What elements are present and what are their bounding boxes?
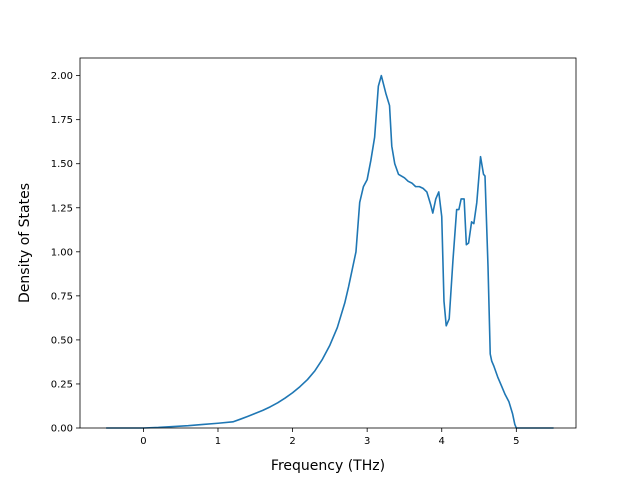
y-tick-label: 0.75 — [51, 291, 73, 302]
y-axis-label: Density of States — [17, 183, 33, 303]
x-tick-label: 4 — [439, 436, 445, 447]
y-tick-label: 1.75 — [51, 115, 73, 126]
plot-area — [80, 58, 576, 428]
y-tick-label: 0.50 — [51, 335, 73, 346]
y-tick-label: 0.25 — [51, 379, 73, 390]
axes-frame — [79, 57, 577, 429]
x-axis-label: Frequency (THz) — [271, 458, 385, 474]
y-tick-label: 1.00 — [51, 247, 73, 258]
x-tick-label: 5 — [513, 436, 519, 447]
x-tick-label: 2 — [289, 436, 295, 447]
x-tick-label: 0 — [140, 436, 146, 447]
ticks-layer: 0 1 2 3 4 5 0.00 0.25 0.50 0.75 1.00 1.25 1.50 1.75 2.… — [51, 71, 520, 447]
y-tick-label: 0.00 — [51, 424, 73, 435]
dos-line — [106, 74, 554, 429]
y-tick-label: 1.50 — [51, 159, 73, 170]
y-tick-label: 2.00 — [51, 71, 73, 82]
data-layer — [106, 74, 554, 429]
x-tick-label: 3 — [364, 436, 370, 447]
y-tick-label: 1.25 — [51, 203, 73, 214]
x-tick-label: 1 — [215, 436, 221, 447]
